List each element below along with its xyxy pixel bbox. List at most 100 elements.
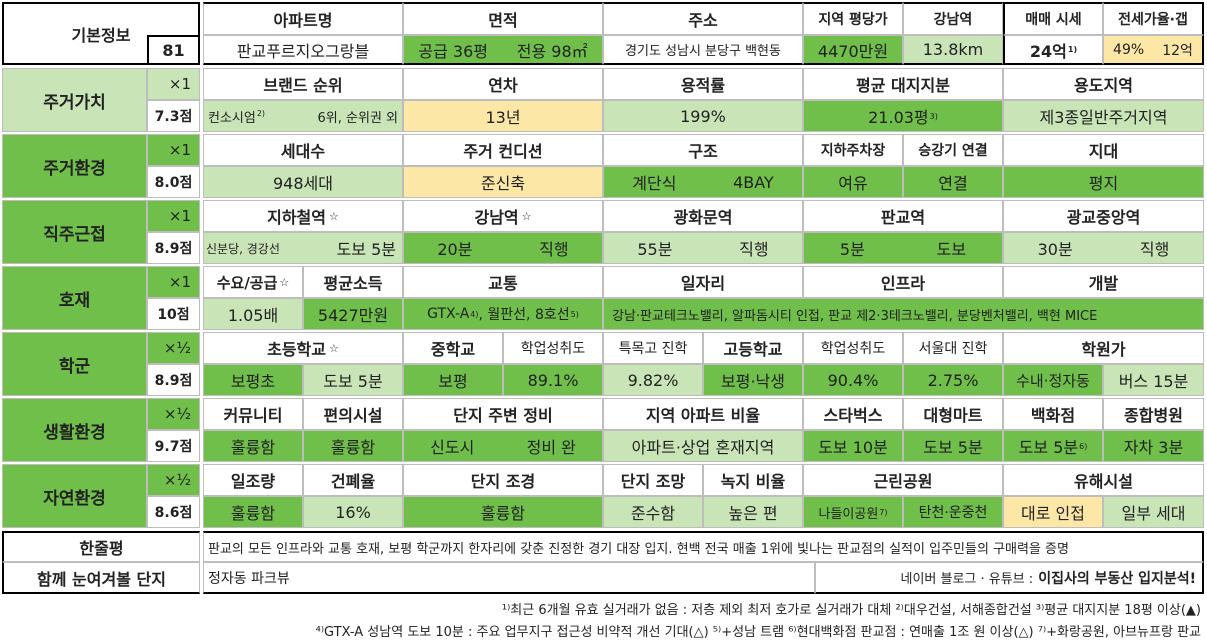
development-score: 10점 <box>147 298 200 330</box>
header-hospital: 종합병원 <box>1103 398 1204 430</box>
address-value: 경기도 성남시 분당구 백현동 <box>603 35 803 65</box>
gwanghwamun-commute-value: 55분 직행 <box>603 232 803 264</box>
living-multiplier: ×½ <box>147 398 200 430</box>
header-middle: 중학교 <box>403 332 503 364</box>
harmful-value-a: 대로 인접 <box>1003 496 1103 528</box>
elementary-value: 보평초 <box>203 364 303 396</box>
header-age: 연차 <box>403 68 603 100</box>
commute-score: 8.9점 <box>147 232 200 264</box>
footnote-line-2: ⁴⁾GTX-A 성남역 도보 10분 : 주요 업무지구 접근성 비약적 개선 … <box>315 625 1201 640</box>
header-snu: 서울대 진학 <box>903 332 1003 364</box>
high-rate-value: 90.4% <box>803 364 903 396</box>
jeonse-rate: 49% <box>1113 41 1145 58</box>
brand-rank: 6위, 순위권 외 <box>317 110 398 126</box>
structure-value: 계단식 4BAY <box>603 166 803 198</box>
park-value-a: 나들이공원 7) <box>803 496 903 528</box>
header-sun: 일조량 <box>203 464 303 496</box>
gwanggyo-commute-value: 30분 직행 <box>1003 232 1204 264</box>
hospital-value: 자차 3분 <box>1103 430 1204 462</box>
green-value: 높은 편 <box>703 496 803 528</box>
header-dept: 백화점 <box>1003 398 1103 430</box>
housing-value-score: 7.3점 <box>147 100 200 132</box>
header-far: 용적률 <box>603 68 803 100</box>
gangnam-commute-value: 20분 직행 <box>403 232 603 264</box>
elevator-value: 연결 <box>903 166 1003 198</box>
header-convenience: 편의시설 <box>303 398 403 430</box>
terrain-value: 평지 <box>1003 166 1204 198</box>
header-pangyo: 판교역 <box>803 200 1003 232</box>
sun-value: 훌륭함 <box>203 496 303 528</box>
category-commute: 직주근접 <box>2 200 147 264</box>
header-jeonse: 전세가율·갭 <box>1103 2 1204 35</box>
view-value: 준수함 <box>603 496 703 528</box>
header-structure: 구조 <box>603 134 803 166</box>
header-mart: 대형마트 <box>903 398 1003 430</box>
brand-name: 컨소시엄2) <box>208 108 266 126</box>
gangnam-distance: 13.8km <box>903 35 1003 65</box>
convenience-value: 훌륭함 <box>303 430 403 462</box>
header-gwanggyo: 광교중앙역 <box>1003 200 1204 232</box>
nature-multiplier: ×½ <box>147 464 200 496</box>
nature-score: 8.6점 <box>147 496 200 528</box>
header-academy: 학원가 <box>1003 332 1204 364</box>
header-gangnam: 강남역 <box>903 2 1003 35</box>
header-households: 세대수 <box>203 134 403 166</box>
header-green: 녹지 비율 <box>703 464 803 496</box>
category-living: 생활환경 <box>2 398 147 462</box>
housing-value-multiplier: ×1 <box>147 68 200 100</box>
zone-value: 제3종일반주거지역 <box>1003 100 1204 132</box>
header-special: 특목고 진학 <box>603 332 703 364</box>
header-high: 고등학교 <box>703 332 803 364</box>
high-value: 보평·낙생 <box>703 364 803 396</box>
brand-value: 컨소시엄2) 6위, 순위권 외 <box>203 100 403 132</box>
header-view: 단지 조망 <box>603 464 703 496</box>
header-development: 개발 <box>1003 266 1204 298</box>
living-score: 9.7점 <box>147 430 200 462</box>
header-ratio: 지역 아파트 비율 <box>603 398 803 430</box>
households-value: 948세대 <box>203 166 403 198</box>
header-landscape: 단지 조경 <box>403 464 603 496</box>
header-elementary: 초등학교 ☆ <box>203 332 403 364</box>
condition-value: 준신축 <box>403 166 603 198</box>
middle-value: 보평 <box>403 364 503 396</box>
star-icon: ☆ <box>521 209 532 223</box>
category-housing-value: 주거가치 <box>2 68 147 132</box>
category-development: 호재 <box>2 266 147 330</box>
header-surround: 단지 주변 정비 <box>403 398 603 430</box>
header-supply: 수요/공급 ☆ <box>203 266 303 298</box>
header-gwanghwamun: 광화문역 <box>603 200 803 232</box>
community-value: 훌륭함 <box>203 430 303 462</box>
compare-value: 정자동 파크뷰 <box>203 562 815 594</box>
header-starbucks: 스타벅스 <box>803 398 903 430</box>
subway-line: 신분당, 경강선 <box>206 241 280 256</box>
header-address: 주소 <box>603 2 803 35</box>
pangyo-commute-value: 5분 도보 <box>803 232 1003 264</box>
header-area: 면적 <box>403 2 603 35</box>
category-nature: 자연환경 <box>2 464 147 528</box>
star-icon: ☆ <box>279 275 290 289</box>
supply-value: 1.05배 <box>203 298 303 330</box>
commute-multiplier: ×1 <box>147 200 200 232</box>
middle-rate-value: 89.1% <box>503 364 603 396</box>
age-value: 13년 <box>403 100 603 132</box>
sale-note: 1) <box>1067 45 1078 54</box>
header-sale: 매매 시세 <box>1003 2 1103 35</box>
compare-label: 함께 눈여겨볼 단지 <box>2 562 200 594</box>
header-infra: 인프라 <box>803 266 1003 298</box>
basic-label: 기본정보 <box>2 2 200 65</box>
header-community: 커뮤니티 <box>203 398 303 430</box>
header-elevator: 승강기 연결 <box>903 134 1003 166</box>
header-parking: 지하주차장 <box>803 134 903 166</box>
area-supply: 공급 36평 <box>418 41 488 61</box>
header-subway: 지하철역 ☆ <box>203 200 403 232</box>
housing-env-score: 8.0점 <box>147 166 200 198</box>
academy-bus: 버스 15분 <box>1103 364 1204 396</box>
header-zone: 용도지역 <box>1003 68 1204 100</box>
pyeong-price-value: 4470만원 <box>803 35 903 65</box>
subway-walk: 도보 5분 <box>336 240 396 259</box>
school-multiplier: ×½ <box>147 332 200 364</box>
header-park: 근린공원 <box>803 464 1003 496</box>
header-harmful: 유해시설 <box>1003 464 1204 496</box>
traffic-value: GTX-A 4), 월판선, 8호선 5) <box>403 298 603 330</box>
bcr-value: 16% <box>303 496 403 528</box>
